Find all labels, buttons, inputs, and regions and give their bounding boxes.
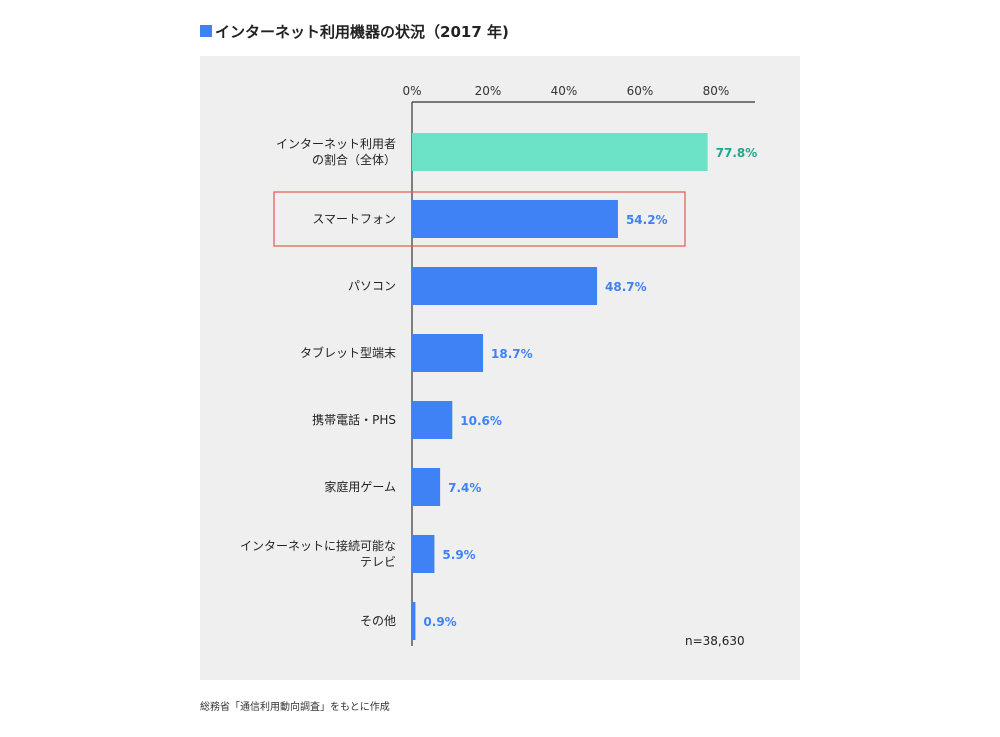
category-label: スマートフォン	[312, 212, 396, 226]
bar	[412, 602, 416, 640]
x-tick-label: 20%	[475, 84, 502, 98]
chart-title-row: インターネット利用機器の状況（2017 年)	[200, 20, 509, 42]
data-label: 5.9%	[442, 548, 475, 562]
category-label: パソコン	[348, 279, 396, 293]
category-label: インターネットに接続可能な	[240, 538, 396, 553]
category-label: テレビ	[360, 555, 396, 569]
category-label: その他	[360, 614, 396, 628]
x-tick-label: 40%	[551, 84, 578, 98]
chart-panel: 0% 20% 40% 60% 80% インターネット利用者 の割合（全体） 77.8% スマート…	[200, 56, 800, 680]
data-label: 54.2%	[626, 213, 668, 227]
bar	[412, 535, 435, 573]
bar	[412, 401, 453, 439]
highlight-box	[273, 191, 686, 247]
data-label: 77.8%	[716, 146, 758, 160]
category-label: 携帯電話・PHS	[312, 412, 396, 427]
data-label: 0.9%	[423, 615, 456, 629]
category-label: インターネット利用者	[276, 137, 396, 151]
data-label: 7.4%	[448, 481, 481, 495]
source-note: 総務省「通信利用動向調査」をもとに作成	[200, 702, 390, 713]
bar	[412, 200, 618, 238]
sample-size-note: n=38,630	[685, 634, 745, 648]
x-tick-label: 0%	[402, 84, 421, 98]
category-label: 家庭用ゲーム	[324, 479, 396, 494]
bar	[412, 334, 484, 372]
data-label: 18.7%	[491, 347, 533, 361]
bar	[412, 133, 708, 171]
category-label: の割合（全体）	[312, 152, 396, 167]
chart-title: インターネット利用機器の状況（2017 年)	[215, 22, 509, 41]
title-square-icon	[200, 25, 212, 37]
x-tick-label: 60%	[627, 84, 654, 98]
x-tick-label: 80%	[703, 84, 730, 98]
bar	[412, 468, 441, 506]
category-label: タブレット型端末	[300, 345, 396, 360]
bar	[412, 267, 598, 305]
data-label: 48.7%	[605, 280, 647, 294]
data-label: 10.6%	[460, 414, 502, 428]
